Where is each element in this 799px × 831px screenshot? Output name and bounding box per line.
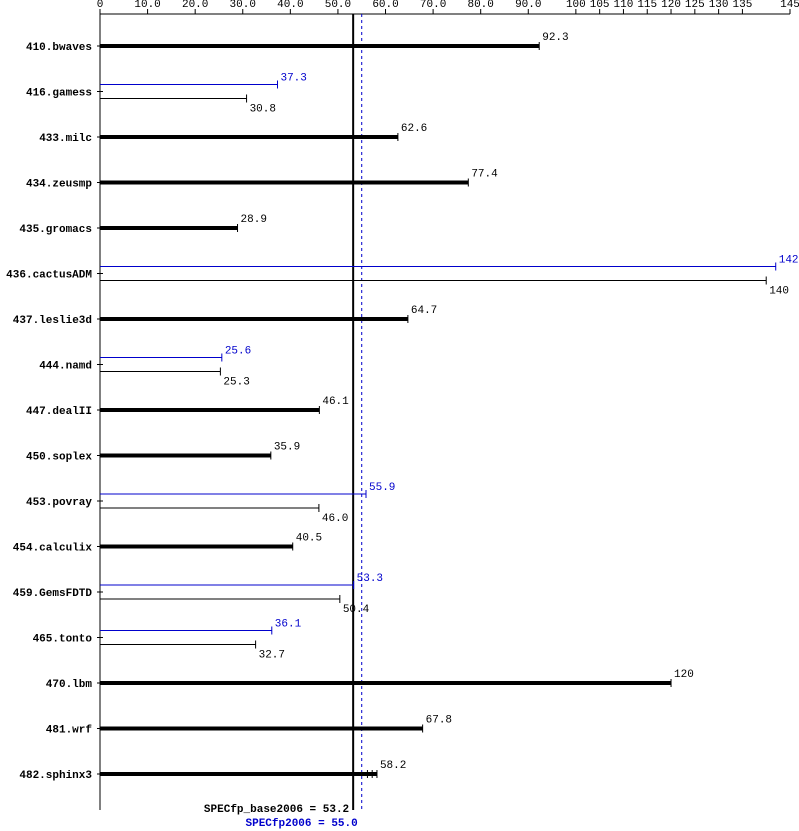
tick-label: 0 (97, 0, 104, 11)
spec-base-label: SPECfp_base2006 = 53.2 (204, 804, 349, 816)
tick-label: 50.0 (325, 0, 351, 11)
tick-label: 130 (709, 0, 729, 11)
row-label: 437.leslie3d (13, 315, 92, 327)
row-label: 450.soplex (26, 452, 92, 464)
tick-label: 105 (590, 0, 610, 11)
base-value: 64.7 (411, 305, 437, 317)
peak-value: 25.6 (225, 346, 251, 358)
row-label: 470.lbm (46, 679, 93, 691)
row-label: 410.bwaves (26, 42, 92, 54)
row-label: 447.dealII (26, 406, 92, 418)
peak-value: 36.1 (275, 619, 302, 631)
base-value: 62.6 (401, 123, 427, 135)
base-value: 77.4 (471, 169, 498, 181)
tick-label: 40.0 (277, 0, 303, 11)
tick-label: 120 (661, 0, 681, 11)
base-value: 46.1 (322, 396, 349, 408)
tick-label: 60.0 (372, 0, 398, 11)
row-label: 444.namd (39, 361, 92, 373)
base-value: 25.3 (223, 377, 249, 389)
base-value: 46.0 (322, 513, 348, 525)
tick-label: 70.0 (420, 0, 446, 11)
peak-value: 37.3 (280, 73, 306, 85)
tick-label: 100 (566, 0, 586, 11)
base-value: 120 (674, 669, 694, 681)
base-value: 140 (769, 286, 789, 298)
tick-label: 20.0 (182, 0, 208, 11)
row-label: 434.zeusmp (26, 179, 92, 191)
row-label: 436.cactusADM (6, 270, 92, 282)
tick-label: 10.0 (134, 0, 160, 11)
tick-label: 115 (637, 0, 657, 11)
row-label: 482.sphinx3 (19, 770, 92, 782)
base-value: 40.5 (296, 533, 322, 545)
row-label: 465.tonto (33, 634, 93, 646)
row-label: 459.GemsFDTD (13, 588, 93, 600)
tick-label: 135 (733, 0, 753, 11)
base-value: 35.9 (274, 442, 300, 454)
row-label: 453.povray (26, 497, 92, 509)
row-label: 416.gamess (26, 88, 92, 100)
base-value: 92.3 (542, 32, 568, 44)
tick-label: 110 (614, 0, 634, 11)
row-label: 454.calculix (13, 543, 93, 555)
base-value: 32.7 (259, 650, 285, 662)
tick-label: 145 (780, 0, 799, 11)
tick-label: 125 (685, 0, 705, 11)
tick-label: 90.0 (515, 0, 541, 11)
base-value: 30.8 (250, 104, 276, 116)
row-label: 433.milc (39, 133, 92, 145)
peak-value: 55.9 (369, 482, 395, 494)
spec-chart: 0 10.0 20.0 30.0 40.0 50.0 60.0 70.0 80.0 90.0 100… (0, 0, 799, 831)
base-value: 50.4 (343, 604, 370, 616)
peak-value: 53.3 (357, 573, 383, 585)
row-label: 481.wrf (46, 725, 93, 737)
peak-value: 142 (779, 255, 799, 267)
tick-label: 80.0 (467, 0, 493, 11)
spec-peak-label: SPECfp2006 = 55.0 (246, 818, 358, 830)
base-value: 28.9 (241, 214, 267, 226)
row-label: 435.gromacs (19, 224, 92, 236)
base-value: 58.2 (380, 760, 406, 772)
tick-label: 30.0 (230, 0, 256, 11)
base-value: 67.8 (426, 715, 452, 727)
